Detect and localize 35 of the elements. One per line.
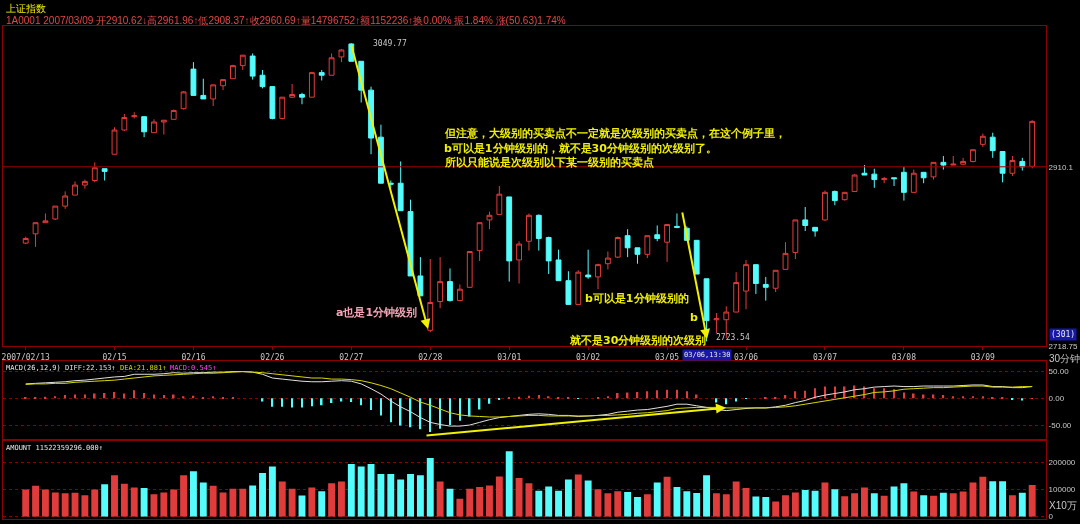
y-tick-label: 2910.1 [1048,162,1074,172]
y-tick-label: -50.00 [1048,420,1072,430]
x-axis-title: 30分钟 [1049,353,1080,364]
text: (301) [1051,330,1076,339]
annotation: 2723.54 [716,333,750,342]
y-tick-label: 0 [1048,512,1054,522]
x-tick-label: 02/16 [181,352,206,362]
chart-subtitle: 1A0001 2007/03/09 开2910.62↓高2961.96↑低2908.37↑收2960.69↑量14796752↑额1152236↑换0.00% 振1.84% 涨(50.63)1.74% [6,15,566,26]
x-tick-label: 03/09 [970,352,996,362]
y-tick-label: 2718.75 [1048,341,1079,351]
x-tick-label: 02/26 [260,352,285,362]
y-tick-label: 50.00 [1048,367,1070,377]
x-tick-label: 03/08 [891,352,917,362]
x-tick-label: 03/02 [576,352,601,362]
x-tick-label: 2007/02/13 [1,352,50,362]
x-tick-label: 02/15 [102,352,127,362]
chart-title: 上证指数 [6,3,46,14]
y-axis-title: X10万 [1049,500,1077,511]
annotation: b [690,311,698,324]
y-tick-label: 100000 [1048,485,1076,495]
x-tick-label: 02/27 [339,352,364,362]
annotation: b可以是1分钟级别的 [585,292,689,305]
y-tick-label: 200000 [1048,458,1076,468]
annotation: a也是1分钟级别 [336,306,418,319]
x-tick-label: 03/06 [733,352,759,362]
annotation: b可以是1分钟级别的，就不是30分钟级别的次级别了。 [444,142,717,155]
x-tick-label: 03/05 [655,352,680,362]
annotation: 就不是30分钟级别的次级别 [569,334,707,347]
annotation: 但注意，大级别的买卖点不一定就是次级别的买卖点，在这个例子里， [444,127,786,140]
annotation: 3049.77 [373,39,407,48]
y-tick-label: 0.00 [1048,394,1065,404]
annotation: 所以只能说是次级别以下某一级别的买卖点 [444,156,654,169]
x-tick-label: 03/07 [812,352,838,362]
x-tick-label: 02/28 [418,352,443,362]
x-tick-label: 03/01 [497,352,522,362]
